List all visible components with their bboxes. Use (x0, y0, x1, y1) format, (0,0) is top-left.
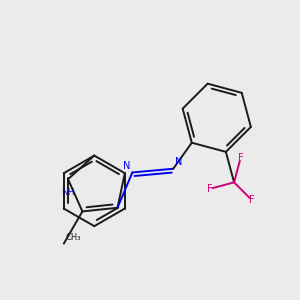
Text: F: F (207, 184, 213, 194)
Text: F: F (249, 195, 255, 205)
Text: N: N (123, 160, 130, 171)
Text: F: F (238, 153, 243, 163)
Text: N: N (175, 157, 182, 167)
Text: NH: NH (61, 188, 75, 196)
Text: CH₃: CH₃ (66, 233, 81, 242)
